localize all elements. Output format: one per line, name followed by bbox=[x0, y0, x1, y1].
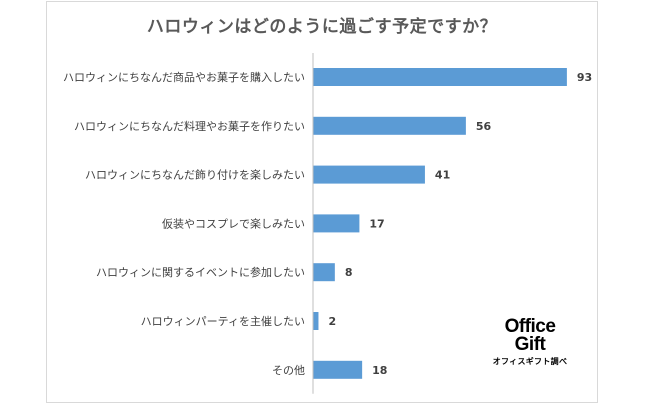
brand-logo-line1: Office bbox=[504, 316, 556, 337]
category-label: ハロウィンに関するイベントに参加したい bbox=[96, 265, 305, 279]
category-label: その他 bbox=[272, 364, 305, 377]
brand-source-note: オフィスギフト調べ bbox=[492, 357, 568, 366]
bar bbox=[313, 263, 335, 282]
data-label: 18 bbox=[372, 364, 387, 377]
brand-logo: Office Gift オフィスギフト調べ bbox=[470, 316, 590, 367]
bar bbox=[313, 165, 425, 184]
data-label: 17 bbox=[369, 217, 384, 230]
data-label: 56 bbox=[476, 120, 492, 133]
chart-title: ハロウィンはどのように過ごす予定ですか？ bbox=[146, 17, 498, 37]
category-label: ハロウィンにちなんだ料理やお菓子を作りたい bbox=[74, 119, 305, 133]
bar bbox=[313, 312, 319, 330]
bar bbox=[313, 116, 466, 135]
category-label: ハロウィンパーティを主催したい bbox=[141, 314, 305, 328]
bar bbox=[313, 214, 360, 233]
data-label: 8 bbox=[345, 266, 353, 279]
data-label: 2 bbox=[328, 315, 336, 328]
category-label: ハロウィンにちなんだ商品やお菓子を購入したい bbox=[63, 70, 305, 84]
category-label: ハロウィンにちなんだ飾り付けを楽しみたい bbox=[85, 169, 305, 182]
bar bbox=[313, 68, 567, 86]
data-label: 93 bbox=[577, 71, 592, 84]
brand-logo-line2: Gift bbox=[514, 334, 546, 355]
data-label: 41 bbox=[435, 169, 450, 182]
category-label: 仮装やコスプレで楽しみたい bbox=[162, 217, 305, 230]
bar bbox=[313, 360, 363, 379]
